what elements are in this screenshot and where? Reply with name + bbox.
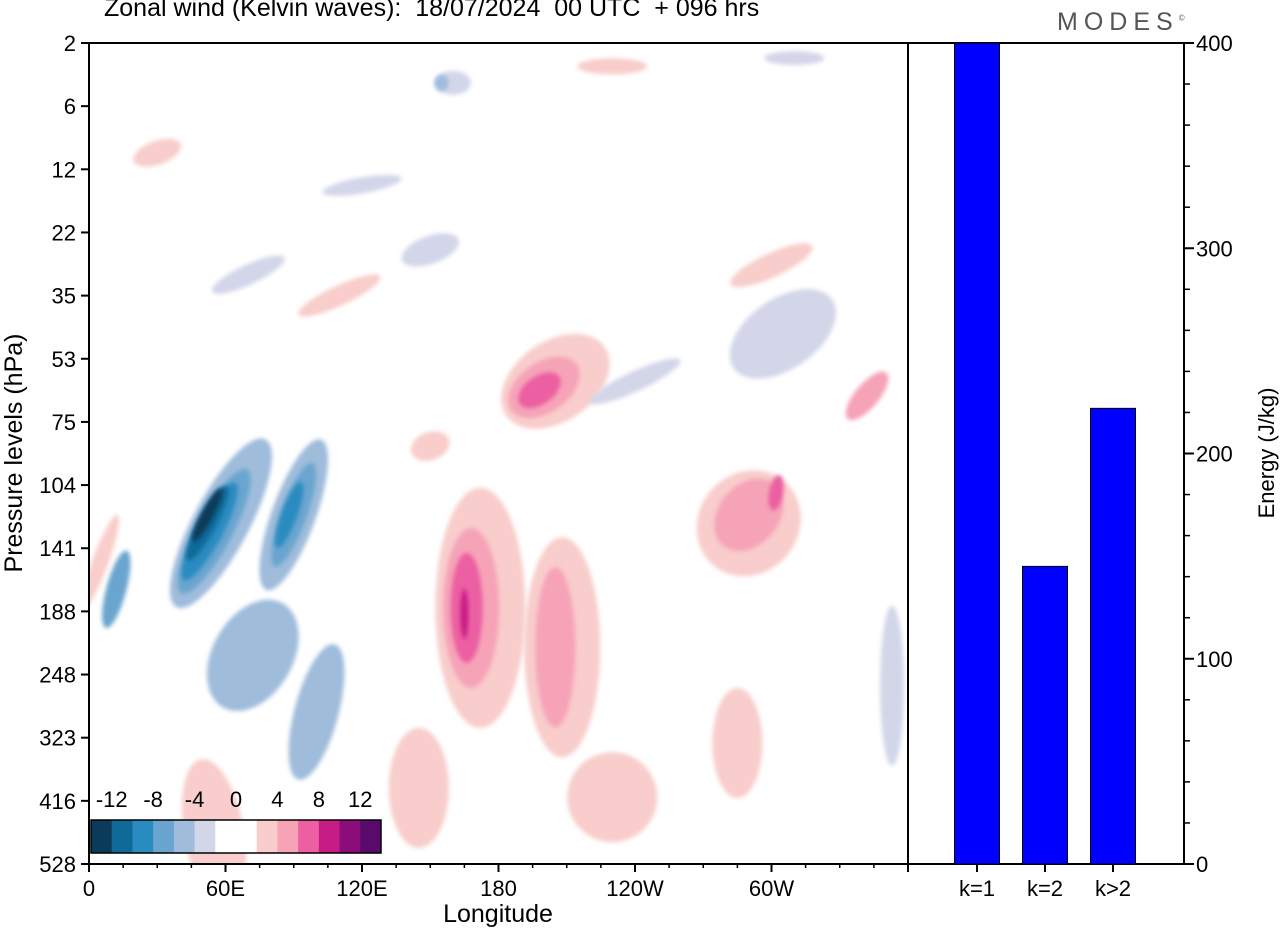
colorbar-swatch (132, 820, 154, 853)
energy-tick-label: 100 (1196, 647, 1233, 672)
colorbar-swatch (215, 820, 237, 853)
x-tick-label: 0 (83, 876, 95, 901)
colorbar-swatch (194, 820, 216, 853)
colorbar-label: 8 (313, 787, 325, 812)
wind-anomaly-region (730, 243, 813, 288)
y-tick-label: 323 (39, 726, 76, 751)
colorbar-label: -4 (185, 787, 205, 812)
x-tick-label: 120E (336, 876, 387, 901)
colorbar-swatch (111, 820, 133, 853)
wind-anomaly-region (535, 567, 576, 728)
bar-category-label: k=2 (1027, 876, 1063, 901)
y-tick-label: 53 (52, 347, 76, 372)
wind-anomaly-region (880, 605, 905, 766)
colorbar-label: 4 (271, 787, 283, 812)
y-tick-label: 528 (39, 852, 76, 877)
wind-anomaly-region (712, 688, 763, 799)
energy-tick-label: 400 (1196, 31, 1233, 56)
bar-category-label: k=1 (959, 876, 995, 901)
wind-anomaly-region (102, 550, 131, 629)
x-tick-label: 60W (749, 876, 794, 901)
brand-logo: MODES© (1057, 8, 1185, 37)
y-tick-label: 12 (52, 157, 76, 182)
y-tick-label: 248 (39, 663, 76, 688)
y-tick-label: 104 (39, 473, 76, 498)
y-tick-label: 188 (39, 599, 76, 624)
brand-name: MODES (1057, 8, 1179, 36)
map-frame (88, 42, 909, 865)
colorbar-swatch (153, 820, 175, 853)
colorbar-swatch (91, 820, 113, 853)
y-tick-label: 35 (52, 284, 76, 309)
colorbar-swatch (360, 820, 382, 853)
brand-mark: © (1178, 13, 1185, 23)
colorbar-swatch (236, 820, 258, 853)
x-tick-label: 60E (206, 876, 245, 901)
wind-anomaly-region (567, 752, 658, 843)
wind-anomaly-region (434, 74, 449, 91)
colorbar-swatch (298, 820, 320, 853)
wind-anomaly-region (275, 481, 304, 548)
colorbar-swatch (339, 820, 361, 853)
wind-anomaly-region (206, 599, 299, 712)
wind-anomaly-region (211, 255, 285, 294)
wind-anomaly-region (577, 58, 648, 75)
colorbar-label: 12 (348, 787, 372, 812)
wind-anomaly-region (288, 644, 345, 780)
wind-anomaly-region (764, 51, 825, 66)
energy-tick-label: 200 (1196, 442, 1233, 467)
colorbar-label: -8 (143, 787, 163, 812)
colorbar-frame (90, 819, 382, 854)
wind-anomaly-region (410, 431, 450, 461)
x-tick-label: 180 (480, 876, 517, 901)
wind-anomaly-region (89, 514, 120, 609)
wind-anomaly-region (298, 274, 381, 317)
y-tick-label: 2 (64, 31, 76, 56)
y-axis-label: Pressure levels (hPa) (0, 334, 28, 573)
energy-axis-label: Energy (J/kg) (1254, 388, 1279, 519)
y-tick-label: 75 (52, 410, 76, 435)
colorbar: -12 -8 -4 0 4 8 12 (90, 787, 382, 854)
y-tick-label: 416 (39, 789, 76, 814)
energy-tick-label: 300 (1196, 236, 1233, 261)
energy-bar (1090, 407, 1136, 865)
wind-anomaly-region (518, 372, 561, 409)
y-tick-label: 6 (64, 94, 76, 119)
wind-anomaly-region (729, 289, 836, 379)
x-axis-label: Longitude (443, 900, 553, 928)
energy-bars: 0 100 200 300 400 k=1 k=2 k>2 (954, 31, 1233, 901)
x-tick-label: 120W (606, 876, 664, 901)
wind-anomaly-region (192, 488, 223, 542)
wind-anomaly-region (845, 371, 889, 421)
wind-anomaly-region (401, 233, 459, 267)
colorbar-swatch (173, 820, 196, 853)
wind-anomaly-region (133, 138, 182, 167)
wind-anomaly-region (460, 588, 469, 639)
wind-anomaly-region (322, 174, 402, 196)
wind-anomaly-region (768, 475, 784, 511)
energy-tick-label: 0 (1196, 852, 1208, 877)
energy-bar (1022, 565, 1068, 865)
y-tick-label: 141 (39, 536, 76, 561)
wind-field (89, 51, 905, 864)
wind-anomaly-region (714, 478, 784, 551)
colorbar-swatch (318, 820, 341, 853)
colorbar-label: -12 (96, 787, 128, 812)
colorbar-label: 0 (230, 787, 242, 812)
chart-title: Zonal wind (Kelvin waves): 18/07/2024 00… (104, 0, 760, 22)
wind-anomaly-region (388, 727, 449, 848)
energy-bar (954, 42, 1000, 865)
bar-category-label: k>2 (1095, 876, 1131, 901)
wind-anomaly-region (589, 358, 681, 405)
colorbar-swatch (277, 820, 299, 853)
colorbar-swatch (256, 820, 278, 853)
y-tick-label: 22 (52, 220, 76, 245)
